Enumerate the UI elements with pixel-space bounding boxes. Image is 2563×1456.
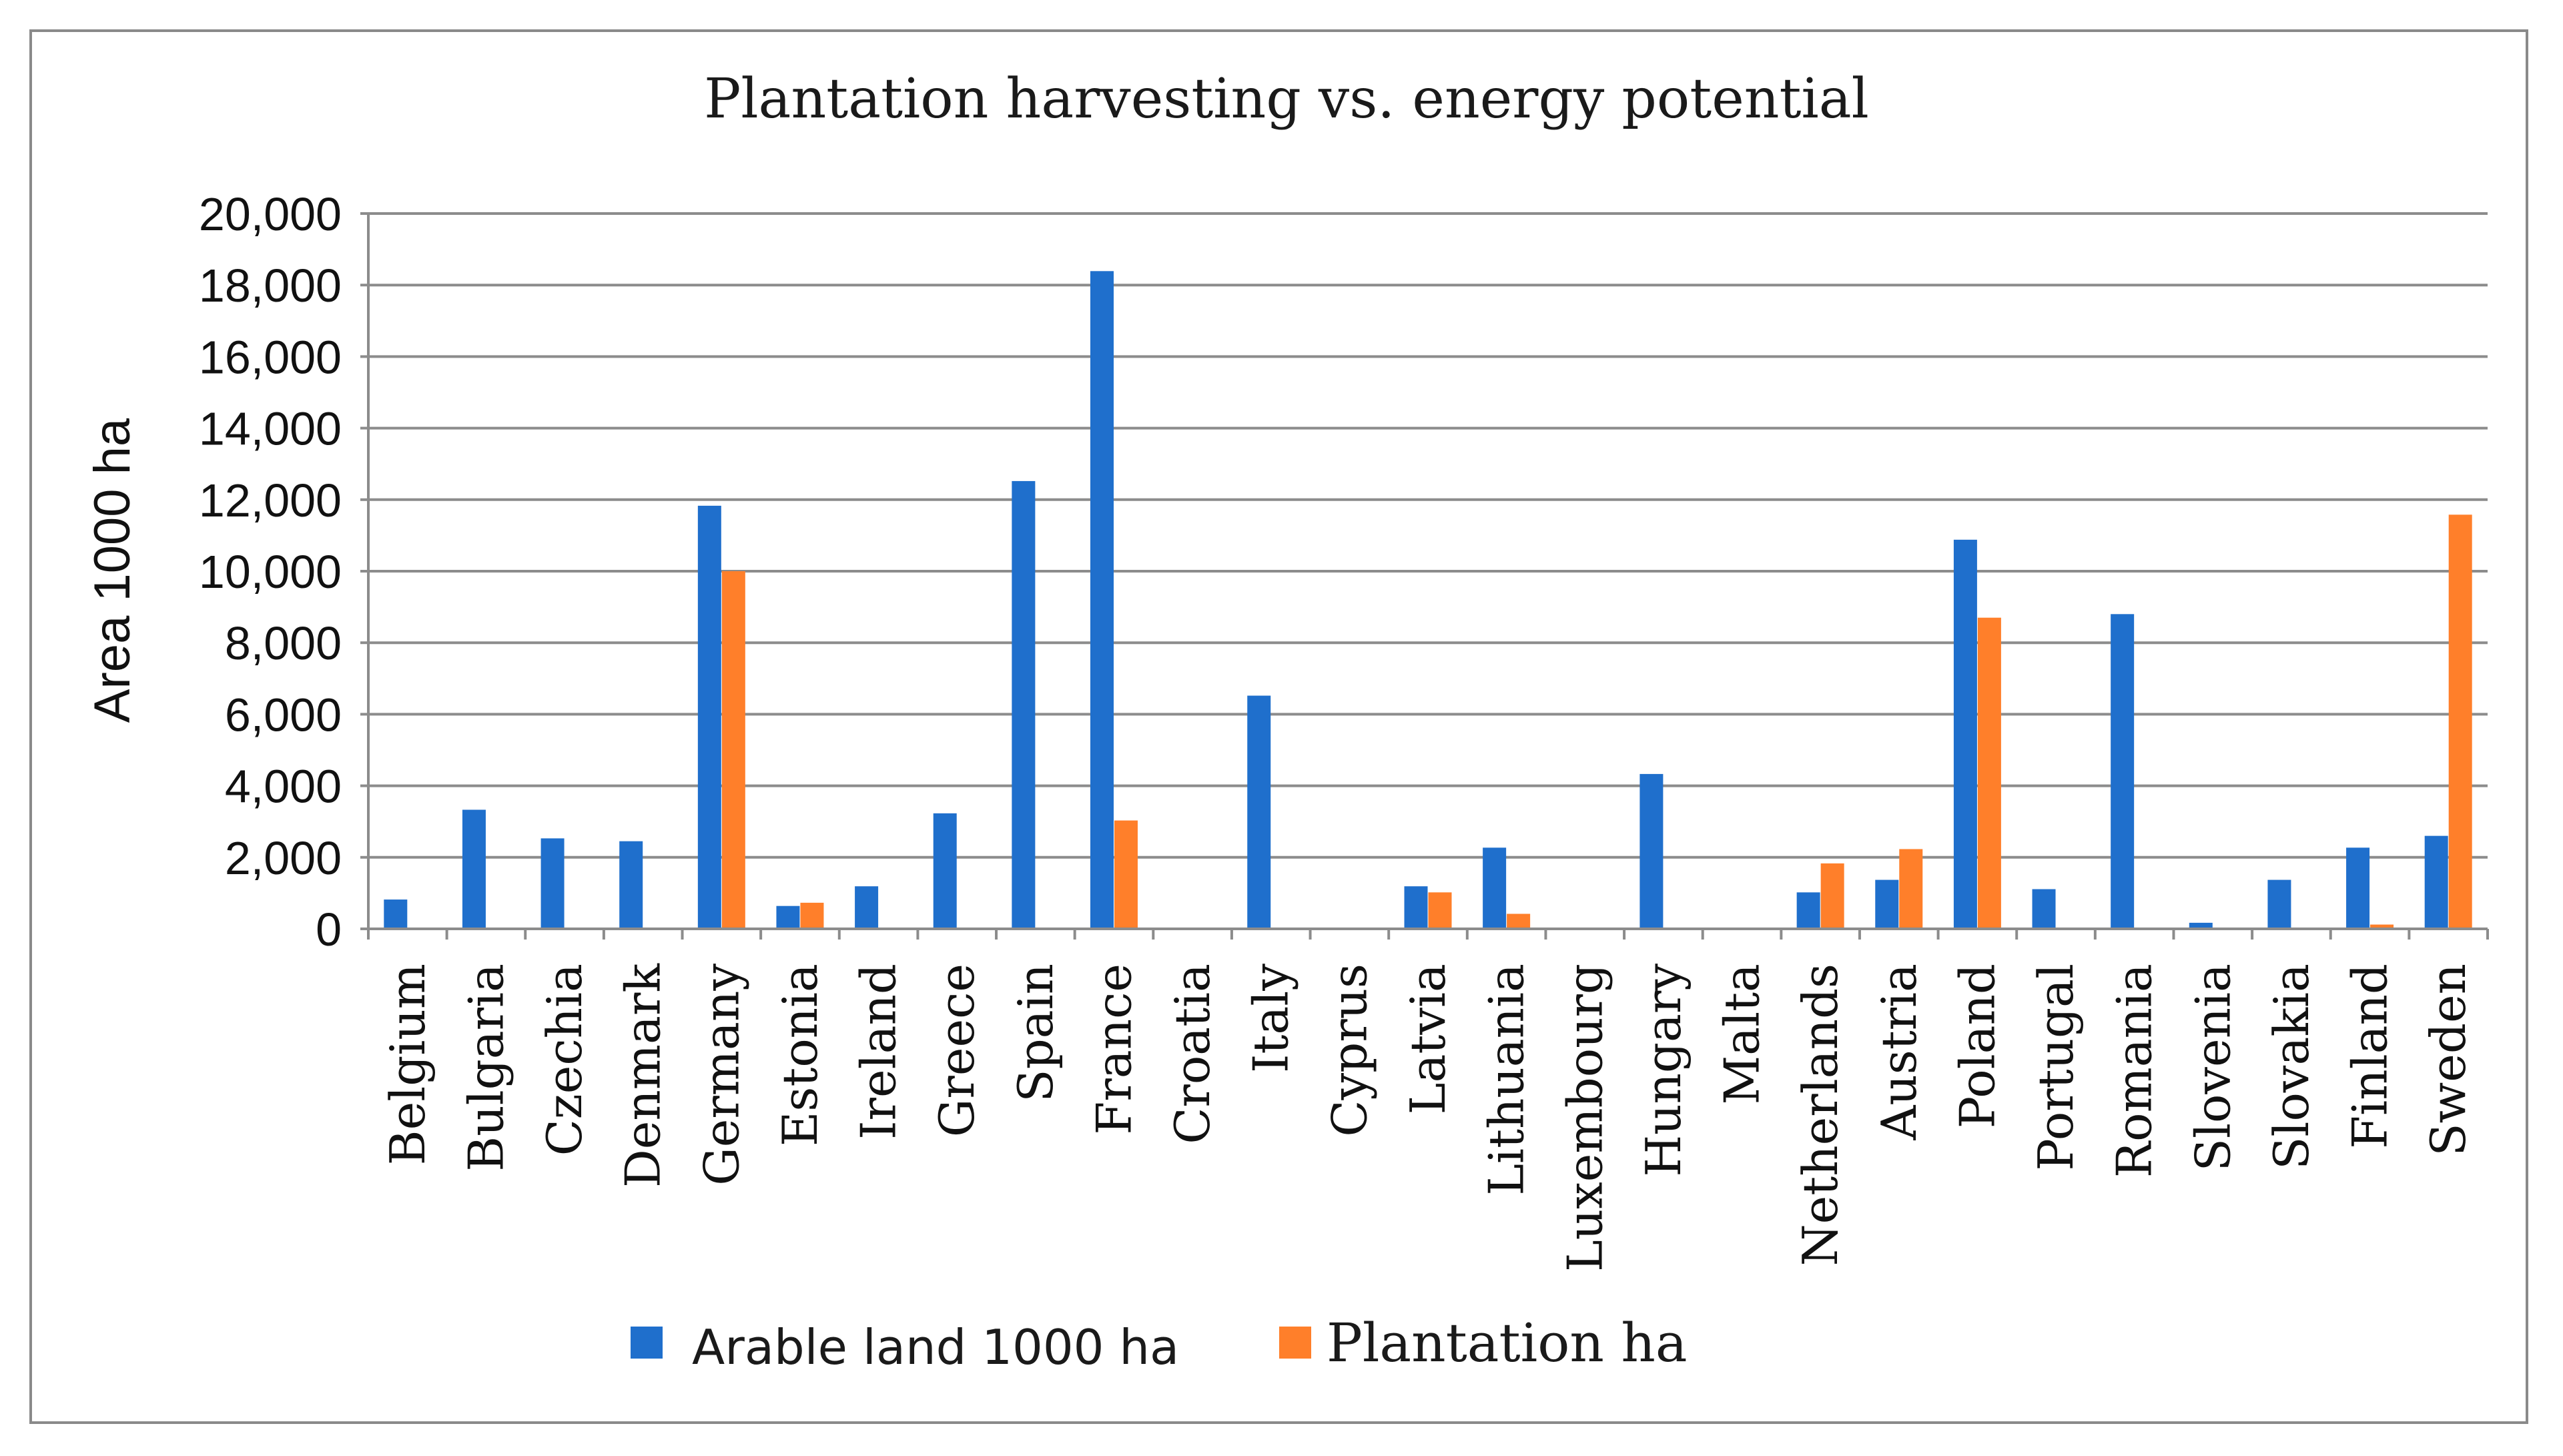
y-tick-label: 18,000 — [199, 260, 342, 312]
bar-plantation-ha-sweden — [2448, 514, 2472, 929]
x-tick-label-lithuania: Lithuania — [1479, 964, 1535, 1196]
y-tick-label: 16,000 — [199, 331, 342, 383]
y-tick-label: 2,000 — [225, 832, 342, 884]
y-tick-label: 6,000 — [225, 689, 342, 741]
bar-plantation-ha-latvia — [1428, 892, 1452, 929]
y-tick-label: 14,000 — [199, 403, 342, 455]
y-tick-label: 20,000 — [199, 188, 342, 240]
bar-arable-land-1000-ha-romania — [2111, 614, 2135, 929]
x-tick-label-czechia: Czechia — [536, 964, 593, 1156]
bar-arable-land-1000-ha-netherlands — [1796, 892, 1820, 929]
bar-plantation-ha-germany — [721, 571, 745, 929]
x-tick-label-spain: Spain — [1008, 964, 1064, 1102]
gridlines — [360, 212, 2488, 930]
y-tick-label: 4,000 — [225, 761, 342, 813]
x-tick-label-austria: Austria — [1871, 964, 1927, 1141]
bar-plantation-ha-austria — [1899, 849, 1923, 929]
bar-arable-land-1000-ha-belgium — [384, 899, 408, 929]
x-tick-label-estonia: Estonia — [772, 964, 828, 1146]
x-tick-label-germany: Germany — [693, 964, 749, 1186]
legend-swatch-arable-land — [631, 1327, 663, 1359]
chart-title: Plantation harvesting vs. energy potenti… — [704, 67, 1869, 131]
x-tick-label-luxembourg: Luxembourg — [1557, 964, 1613, 1272]
bar-arable-land-1000-ha-italy — [1247, 695, 1271, 929]
axes — [367, 214, 2489, 940]
x-tick-label-finland: Finland — [2342, 964, 2398, 1149]
y-tick-label: 0 — [316, 903, 342, 956]
x-tick-label-slovakia: Slovakia — [2263, 964, 2319, 1170]
bars — [384, 271, 2472, 929]
bar-arable-land-1000-ha-germany — [697, 505, 721, 929]
x-tick-label-italy: Italy — [1243, 964, 1299, 1073]
x-tick-label-ireland: Ireland — [851, 964, 907, 1140]
x-tick-label-romania: Romania — [2107, 964, 2163, 1178]
bar-plantation-ha-lithuania — [1507, 914, 1531, 929]
x-tick-label-slovenia: Slovenia — [2185, 964, 2241, 1171]
bar-arable-land-1000-ha-denmark — [619, 841, 643, 929]
legend-swatch-plantation — [1279, 1327, 1311, 1359]
bar-arable-land-1000-ha-czechia — [540, 838, 565, 929]
x-tick-label-portugal: Portugal — [2028, 964, 2084, 1171]
x-tick-label-denmark: Denmark — [615, 963, 671, 1188]
bar-plantation-ha-netherlands — [1820, 863, 1844, 929]
bar-arable-land-1000-ha-lithuania — [1483, 847, 1507, 929]
x-tick-label-bulgaria: Bulgaria — [458, 964, 514, 1172]
y-axis-ticks: 0 2,000 4,000 6,000 8,000 10,000 12,000 14,000 1… — [199, 188, 342, 956]
bar-arable-land-1000-ha-estonia — [776, 905, 800, 929]
x-tick-label-hungary: Hungary — [1635, 964, 1692, 1177]
y-tick-label: 8,000 — [225, 617, 342, 669]
bar-arable-land-1000-ha-france — [1090, 271, 1114, 929]
x-tick-label-sweden: Sweden — [2420, 964, 2476, 1156]
bar-arable-land-1000-ha-austria — [1875, 879, 1899, 929]
bar-arable-land-1000-ha-finland — [2346, 847, 2370, 929]
x-tick-label-greece: Greece — [929, 964, 985, 1137]
bar-arable-land-1000-ha-slovenia — [2189, 922, 2213, 929]
bar-arable-land-1000-ha-poland — [1953, 539, 1977, 929]
x-tick-label-croatia: Croatia — [1164, 964, 1220, 1144]
legend-label-arable-land: Arable land 1000 ha — [692, 1319, 1179, 1375]
x-tick-label-malta: Malta — [1714, 964, 1770, 1105]
bar-arable-land-1000-ha-sweden — [2424, 835, 2448, 929]
legend: Arable land 1000 ha Plantation ha — [631, 1312, 1688, 1375]
x-axis-ticks: Belgium Bulgaria Czechia Denmark Germany Esto… — [380, 963, 2476, 1272]
x-tick-label-cyprus: Cyprus — [1321, 964, 1377, 1137]
x-tick-label-netherlands: Netherlands — [1792, 964, 1848, 1266]
bar-plantation-ha-finland — [2370, 924, 2394, 929]
bar-arable-land-1000-ha-bulgaria — [462, 809, 486, 929]
bar-arable-land-1000-ha-portugal — [2032, 889, 2056, 929]
bar-arable-land-1000-ha-spain — [1012, 480, 1036, 929]
bar-arable-land-1000-ha-hungary — [1639, 773, 1664, 929]
x-tick-label-france: France — [1086, 964, 1142, 1135]
bar-arable-land-1000-ha-ireland — [855, 886, 879, 929]
bar-arable-land-1000-ha-greece — [933, 813, 957, 929]
x-tick-label-belgium: Belgium — [380, 964, 436, 1165]
bar-arable-land-1000-ha-slovakia — [2267, 879, 2291, 929]
y-tick-label: 10,000 — [199, 546, 342, 598]
legend-label-plantation: Plantation ha — [1327, 1312, 1688, 1374]
y-axis-label: Area 1000 ha — [84, 418, 141, 723]
x-tick-label-latvia: Latvia — [1400, 964, 1456, 1114]
y-tick-label: 12,000 — [199, 474, 342, 526]
bar-plantation-ha-poland — [1977, 617, 2001, 929]
bar-arable-land-1000-ha-latvia — [1404, 886, 1428, 929]
x-tick-label-poland: Poland — [1949, 964, 2005, 1128]
bar-plantation-ha-france — [1114, 820, 1138, 929]
bar-plantation-ha-estonia — [800, 902, 824, 929]
